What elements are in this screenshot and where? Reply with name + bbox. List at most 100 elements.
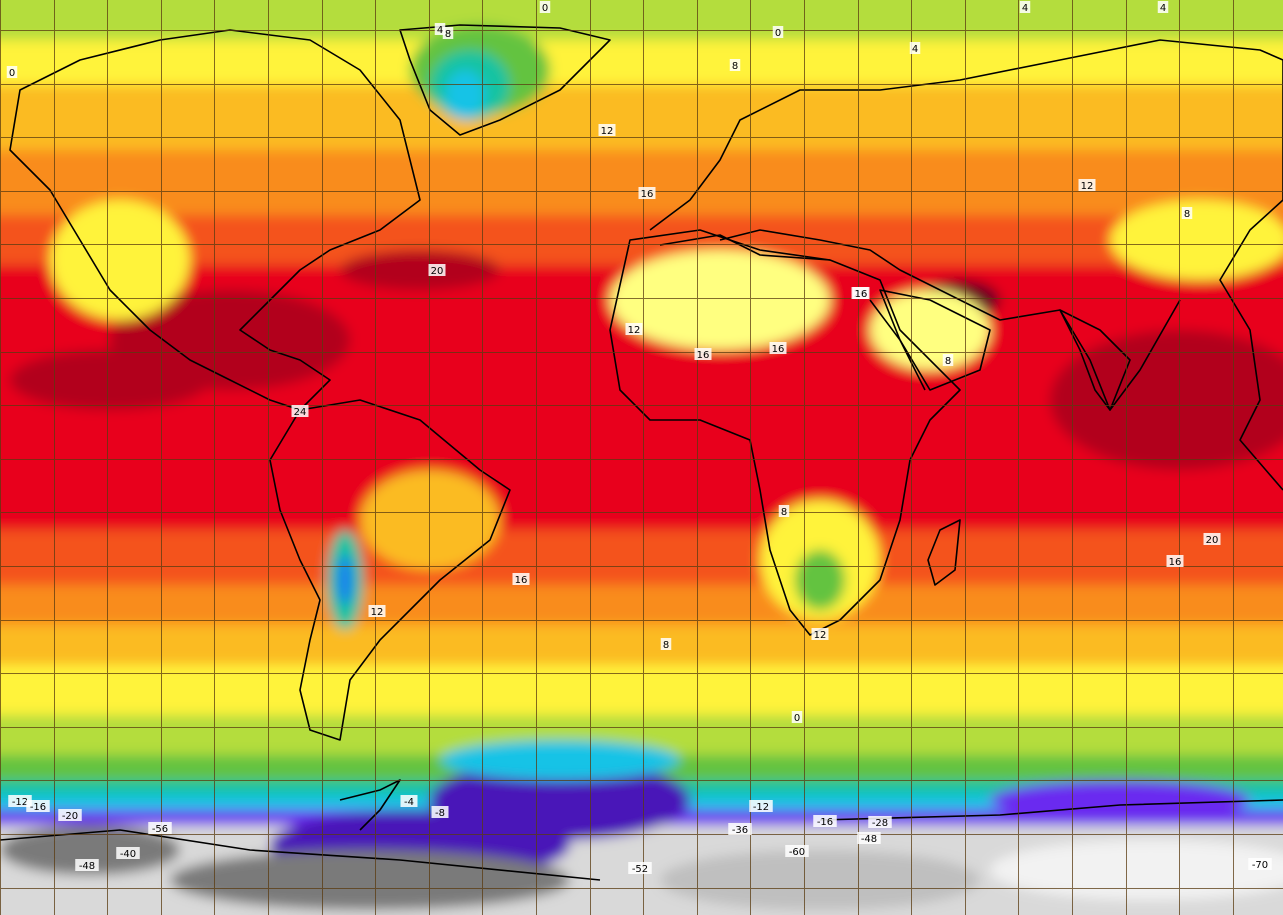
land-arabia	[870, 290, 990, 370]
contour-label-bg	[852, 287, 870, 299]
contour-label-bg	[729, 59, 741, 71]
contour-label-bg	[769, 342, 787, 354]
contour-label: 16	[697, 350, 710, 361]
contour-label-bg	[58, 809, 82, 821]
contour-label: 16	[772, 344, 785, 355]
contour-label-bg	[291, 405, 309, 417]
contour-label: -60	[789, 847, 805, 858]
contour-label: -8	[435, 808, 445, 819]
contour-label-bg	[1157, 1, 1169, 13]
band-south-orange-red	[0, 530, 1283, 590]
contour-label-bg	[1166, 555, 1184, 567]
contour-label: -12	[753, 802, 769, 813]
coast-red-sea	[869, 299, 926, 391]
band-north-yellow	[0, 40, 1283, 90]
contour-label: 16	[515, 575, 528, 586]
contour-label: 0	[775, 28, 781, 39]
band-north-orange	[0, 150, 1283, 220]
pool-atlantic	[340, 250, 500, 290]
south-violet-east	[990, 780, 1250, 820]
contour-labels: 0480440841216128202012241688161281216201…	[6, 1, 1272, 875]
coast-africa	[609, 229, 961, 636]
contour-label-bg	[728, 823, 752, 835]
contour-label-bg	[772, 26, 784, 38]
contour-label-bg	[868, 816, 892, 828]
contour-label-bg	[1203, 533, 1221, 545]
contour-label: -12	[12, 797, 28, 808]
contour-label-bg	[26, 800, 50, 812]
contour-label: -56	[152, 824, 168, 835]
antarctica-light-east	[990, 840, 1283, 900]
contour-label: -52	[632, 864, 648, 875]
contour-label: 16	[641, 189, 654, 200]
contour-label: 12	[1081, 181, 1094, 192]
contour-label: 4	[1022, 3, 1028, 14]
contour-label-bg	[8, 795, 32, 807]
contour-label: -48	[861, 834, 877, 845]
contour-label-bg	[811, 628, 829, 640]
band-south-yellow	[0, 665, 1283, 720]
contour-label: 20	[431, 266, 444, 277]
band-north-orange-red	[0, 215, 1283, 270]
contour-label: 20	[1206, 535, 1219, 546]
contour-label: 16	[1169, 557, 1182, 568]
contour-label: 8	[732, 61, 738, 72]
contour-label-bg	[598, 124, 616, 136]
contour-label-bg	[539, 1, 551, 13]
contour-label-bg	[434, 23, 446, 35]
contour-label-bg	[628, 862, 652, 874]
contour-label: -16	[30, 802, 46, 813]
antarctica-dark-west	[0, 825, 180, 875]
contour-label-bg	[694, 348, 712, 360]
contour-label: 12	[814, 630, 827, 641]
contour-label-bg	[431, 806, 449, 818]
band-south-orange	[0, 585, 1283, 630]
contour-label: 8	[1184, 209, 1190, 220]
contour-label-bg	[625, 323, 643, 335]
coast-north-america	[9, 29, 421, 411]
contour-label: 0	[794, 713, 800, 724]
antarctica-grey-center	[660, 850, 980, 910]
contour-label: 8	[663, 640, 669, 651]
contour-label-bg	[942, 354, 954, 366]
antarctica-dark	[170, 850, 570, 910]
contour-label: 0	[542, 3, 548, 14]
pool-pacific-east	[10, 350, 210, 410]
contour-label: 12	[601, 126, 614, 137]
contour-label-bg	[638, 187, 656, 199]
land-west-us	[50, 200, 190, 320]
contour-label-bg	[1248, 858, 1272, 870]
band-north-yellow-orange	[0, 85, 1283, 155]
contour-label-bg	[813, 815, 837, 827]
contour-label: -40	[120, 849, 136, 860]
contour-label: 8	[781, 507, 787, 518]
contour-label: -70	[1252, 860, 1268, 871]
contour-label: 0	[9, 68, 15, 79]
land-tibet	[1110, 200, 1283, 280]
contour-label-bg	[428, 264, 446, 276]
contour-label-bg	[368, 605, 386, 617]
contour-label-bg	[660, 638, 672, 650]
contour-label: 4	[912, 44, 918, 55]
contour-label-bg	[75, 859, 99, 871]
contour-label-bg	[116, 847, 140, 859]
contour-label: -20	[62, 811, 78, 822]
contour-label-bg	[1181, 207, 1193, 219]
contour-label-bg	[785, 845, 809, 857]
contour-label: 4	[1160, 3, 1166, 14]
contour-label: 16	[855, 289, 868, 300]
coast-south-america	[269, 399, 511, 741]
contour-label: 8	[945, 356, 951, 367]
pool-indian	[1050, 330, 1283, 470]
contour-label: -28	[872, 818, 888, 829]
contour-label: 8	[445, 29, 451, 40]
contour-label-bg	[791, 711, 803, 723]
greenland-cyan	[445, 70, 485, 120]
coast-india	[1059, 309, 1131, 411]
south-cyan-west	[440, 740, 680, 780]
contour-label-bg	[512, 573, 530, 585]
contour-label: 12	[371, 607, 384, 618]
band-south-yellow-orange	[0, 625, 1283, 670]
contour-label-bg	[400, 795, 418, 807]
